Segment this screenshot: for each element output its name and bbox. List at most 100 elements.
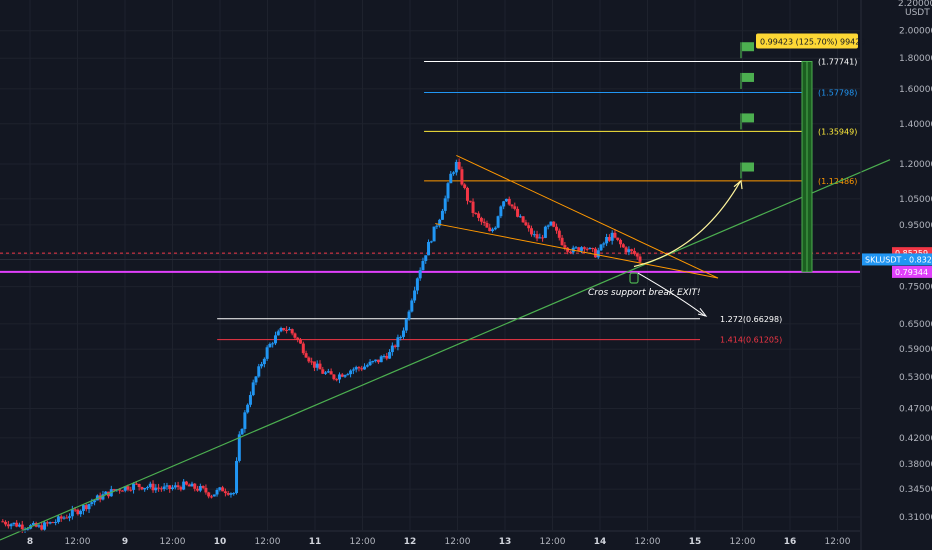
candle-body (254, 376, 258, 383)
candle-body (619, 239, 623, 245)
candle-body (68, 516, 72, 518)
candle-body (229, 493, 233, 495)
time-tick-label: 12:00 (255, 537, 281, 547)
candle-body (56, 516, 60, 522)
candle-body (120, 490, 124, 492)
candle-body (129, 489, 133, 491)
wedge-upper-line (456, 154, 719, 279)
candle-body (184, 481, 188, 485)
candle-body (218, 487, 222, 490)
candle-body (187, 484, 191, 487)
candle-body (145, 487, 149, 489)
measure-label: 0.99423 (125.70%) 99423 (760, 38, 865, 47)
candle-body (404, 319, 408, 331)
candle-body (293, 333, 297, 338)
candle-body (290, 329, 294, 334)
candle-body (221, 487, 225, 492)
fib-level-label: 1.272(0.66298) (720, 315, 782, 324)
candle-body (79, 510, 83, 515)
price-badges: 0.85259SKLUSDT · 0.832240.79344 (862, 247, 932, 278)
price-tick-label: 2.00000 (899, 27, 932, 37)
candle-body (541, 237, 545, 239)
projection-arrowhead (733, 179, 743, 190)
candle-body (137, 483, 141, 488)
candle-body (73, 509, 77, 511)
candle-body (460, 169, 464, 185)
candle-body (17, 524, 21, 527)
candle-body (143, 487, 147, 490)
candle-body (4, 521, 8, 525)
candle-body (45, 522, 49, 524)
candle-body (454, 161, 458, 173)
grid (0, 0, 860, 530)
fib-level-label: (1.12486) (818, 177, 857, 186)
candle-body (329, 371, 333, 375)
candle-body (112, 489, 116, 491)
candle-body (307, 357, 311, 362)
projection-curve (633, 181, 741, 268)
candle-body (368, 361, 372, 366)
price-axis-top-label: 2.20000 (898, 0, 932, 9)
exit-arrowhead (697, 308, 708, 317)
candle-body (151, 483, 155, 491)
candle-body (354, 367, 358, 370)
candle-body (516, 208, 520, 217)
time-axis[interactable]: 8 12:00 9 12:00 10 12:00 11 12:00 12 12:00 13 12:00… (0, 530, 860, 547)
candle-body (421, 260, 425, 271)
candle-body (588, 247, 592, 249)
candle-body (465, 187, 469, 201)
candle-body (388, 352, 392, 359)
candle-body (140, 487, 144, 490)
candle-body (574, 247, 578, 249)
candle-body (171, 487, 175, 489)
candle-body (118, 489, 122, 491)
candle-body (599, 244, 603, 251)
flag-icon (742, 162, 754, 172)
time-tick-label: 12:00 (635, 537, 661, 547)
candle-body (621, 244, 625, 248)
fib-level-label: 1.414(0.61205) (720, 336, 782, 345)
candle-body (521, 216, 525, 223)
candle-body (457, 161, 461, 170)
candle-body (418, 270, 422, 279)
candle-body (126, 486, 130, 490)
time-tick-label: 12:00 (65, 537, 91, 547)
candle-body (527, 225, 531, 229)
candle-body (607, 236, 611, 241)
candle-body (62, 517, 66, 519)
candle-body (504, 198, 508, 202)
candle-body (326, 371, 330, 373)
candle-body (20, 524, 24, 530)
candle-body (223, 491, 227, 494)
time-tick-label: 12:00 (350, 537, 376, 547)
candle-body (315, 363, 319, 368)
candle-body (40, 525, 44, 530)
time-tick-label: 11 (309, 537, 322, 547)
flag-icon (742, 113, 754, 123)
time-tick-label: 12 (404, 537, 417, 547)
candle-body (568, 251, 572, 253)
candle-body (257, 366, 261, 377)
candle-body (613, 232, 617, 238)
candle-body (65, 517, 69, 519)
candle-body (529, 228, 533, 235)
time-tick-label: 12:00 (730, 537, 756, 547)
candle-body (482, 221, 486, 223)
candle-body (507, 198, 511, 205)
candle-body (285, 329, 289, 331)
candle-body (312, 361, 316, 368)
candle-body (51, 522, 55, 524)
candle-body (452, 172, 456, 174)
candle-body (580, 247, 584, 251)
candle-body (123, 486, 127, 491)
fib-level-label: (1.77741) (818, 58, 857, 67)
candlesticks (1, 158, 642, 533)
candle-body (162, 486, 166, 490)
candle-body (518, 216, 522, 218)
time-tick-label: 9 (122, 537, 128, 547)
candle-body (346, 374, 350, 376)
